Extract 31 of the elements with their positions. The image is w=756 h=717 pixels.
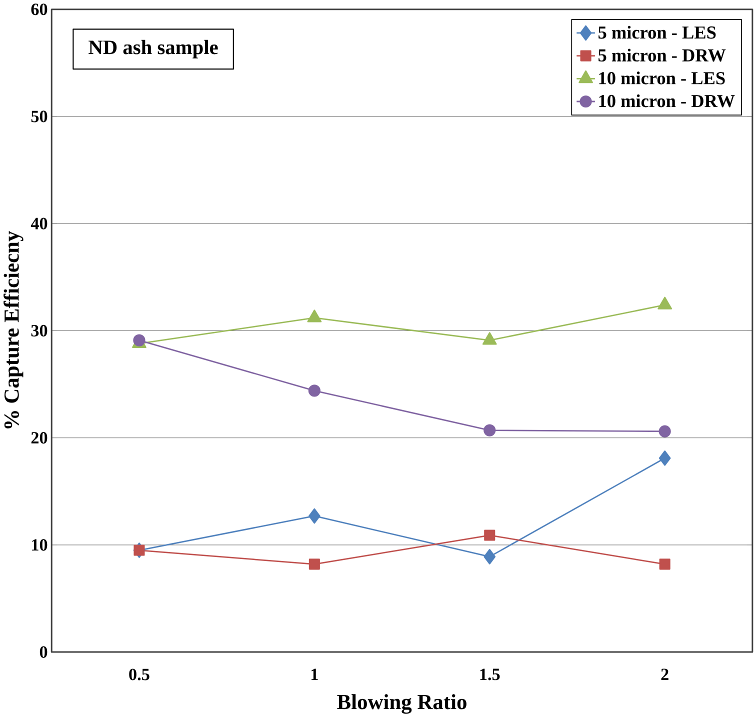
- y-axis-title: % Capture Efficiecny: [4, 230, 24, 428]
- x-tick-label: 2: [661, 668, 668, 680]
- point: [658, 450, 671, 466]
- y-tick-label: 30: [31, 324, 48, 336]
- legend-label: 10 micron - DRW: [599, 94, 735, 108]
- x-tick-label: 1: [312, 668, 318, 680]
- point: [658, 296, 672, 310]
- legend-label: 5 micron - DRW: [598, 48, 726, 62]
- point: [484, 424, 496, 436]
- point: [307, 309, 322, 322]
- legend-label: 10 micron - LES: [599, 71, 725, 84]
- point: [484, 530, 496, 541]
- y-tick-label: 40: [30, 218, 48, 230]
- point: [482, 332, 497, 345]
- point: [134, 544, 145, 556]
- point: [658, 425, 671, 438]
- y-tick-label: 50: [31, 110, 48, 122]
- x-axis-title: Blowing Ratio: [337, 694, 466, 714]
- point: [308, 508, 320, 524]
- point: [308, 558, 320, 570]
- y-tick-label: 60: [31, 3, 48, 15]
- y-tick-label: 0: [40, 646, 48, 658]
- y-tick-label: 20: [31, 432, 48, 444]
- legend-label: 5 micron - LES: [598, 26, 716, 39]
- point: [659, 558, 670, 570]
- point: [484, 548, 496, 564]
- y-tick-label: 10: [32, 538, 48, 551]
- point: [308, 384, 320, 397]
- annotation: ND ash sample: [88, 40, 218, 58]
- x-tick-label: 0.5: [129, 668, 150, 680]
- x-tick-label: 1.5: [480, 668, 500, 680]
